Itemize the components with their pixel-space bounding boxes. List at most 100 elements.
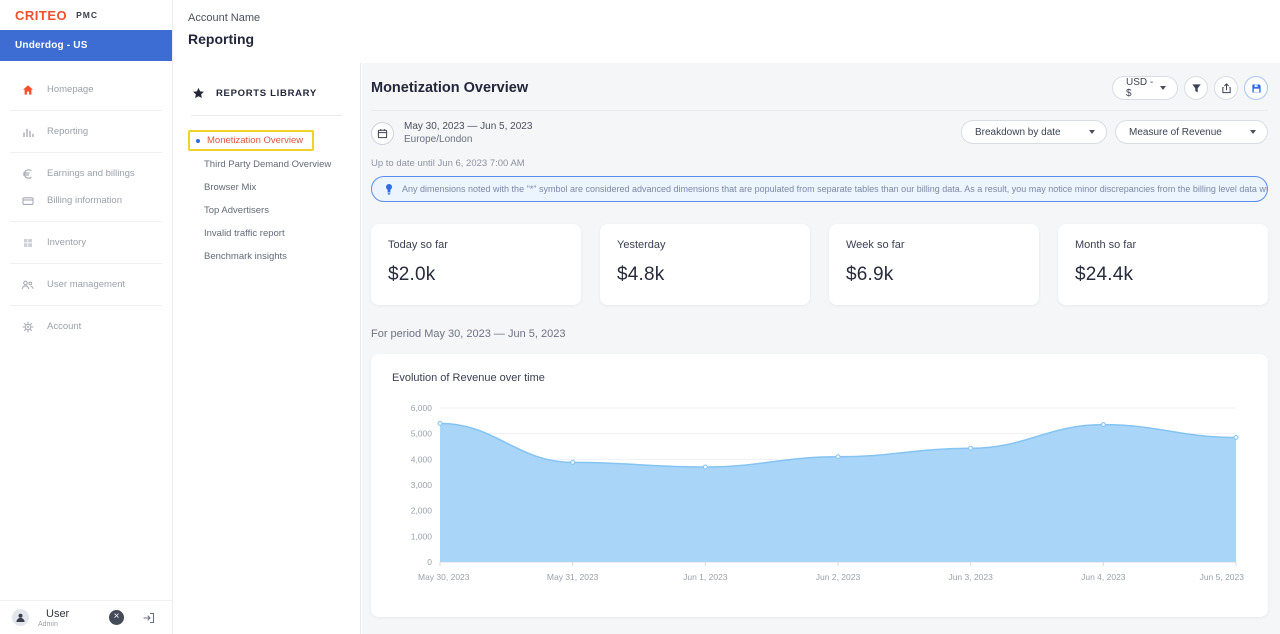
sidebar-item-homepage[interactable]: Homepage	[0, 79, 172, 100]
chevron-down-icon	[1250, 130, 1256, 134]
svg-text:Jun 2, 2023: Jun 2, 2023	[816, 572, 861, 582]
svg-text:3,000: 3,000	[411, 480, 433, 490]
export-button[interactable]	[1214, 76, 1238, 100]
chevron-down-icon	[1089, 130, 1095, 134]
report-item-top-advertisers[interactable]: Top Advertisers	[204, 205, 269, 216]
svg-text:Jun 4, 2023: Jun 4, 2023	[1081, 572, 1126, 582]
sidebar-item-billing[interactable]: Billing information	[0, 190, 172, 211]
save-button[interactable]	[1244, 76, 1268, 100]
avatar	[12, 609, 29, 626]
report-item-browser-mix[interactable]: Browser Mix	[204, 182, 257, 193]
info-banner-text: Any dimensions noted with the "*" symbol…	[402, 184, 1267, 194]
selected-report-highlight: Monetization Overview	[188, 130, 315, 151]
sidebar-item-earnings[interactable]: Earnings and billings	[0, 163, 172, 184]
revenue-area-chart: 0 1,000 2,000 3,000 4,000 5,000 6,000 May 30, 2…	[392, 394, 1248, 590]
timezone-label: Europe/London	[404, 134, 473, 145]
divider	[10, 152, 162, 153]
divider	[10, 110, 162, 111]
account-selector[interactable]: Underdog - US	[0, 30, 172, 61]
svg-text:May 30, 2023: May 30, 2023	[418, 572, 470, 582]
main-content: Monetization Overview USD - $ May 30,	[362, 63, 1280, 634]
report-item-label: Monetization Overview	[207, 135, 304, 146]
svg-text:1,000: 1,000	[411, 531, 433, 541]
report-title: Monetization Overview	[371, 80, 529, 96]
measure-dropdown[interactable]: Measure of Revenue	[1115, 120, 1268, 144]
sidebar-item-label: Account	[47, 321, 82, 332]
chevron-down-icon	[1160, 86, 1166, 90]
divider	[371, 110, 1268, 111]
kpi-card-week: Week so far $6.9k	[829, 224, 1039, 305]
kpi-card-yesterday: Yesterday $4.8k	[600, 224, 810, 305]
up-to-date-label: Up to date until Jun 6, 2023 7:00 AM	[371, 158, 525, 169]
selected-report-dot-icon	[196, 138, 200, 143]
currency-value: USD - $	[1126, 77, 1154, 99]
save-icon	[1251, 83, 1261, 93]
sidebar-item-label: User management	[47, 279, 126, 290]
reports-library-panel: REPORTS LIBRARY Monetization Overview Th…	[173, 63, 361, 634]
svg-text:Jun 3, 2023: Jun 3, 2023	[948, 572, 993, 582]
top-header: Account Name Reporting	[173, 0, 1280, 63]
star-icon	[193, 87, 204, 99]
user-role: Admin	[38, 620, 58, 628]
sidebar-item-label: Billing information	[47, 195, 122, 206]
kpi-card-today: Today so far $2.0k	[371, 224, 581, 305]
date-range-label: May 30, 2023 — Jun 5, 2023	[404, 121, 533, 132]
date-range-button[interactable]	[371, 121, 394, 145]
chart-svg: 0 1,000 2,000 3,000 4,000 5,000 6,000 May 30, 2…	[411, 403, 1245, 582]
reports-library-header: REPORTS LIBRARY	[173, 63, 360, 100]
account-selector-label: Underdog - US	[15, 40, 88, 51]
account-name-label: Account Name	[188, 12, 261, 24]
filter-icon	[1191, 83, 1201, 92]
sidebar-item-label: Reporting	[47, 126, 89, 137]
info-banner: Any dimensions noted with the "*" symbol…	[371, 176, 1268, 202]
close-icon[interactable]: ×	[109, 610, 124, 625]
users-icon	[21, 278, 34, 291]
sidebar-item-label: Earnings and billings	[47, 168, 135, 179]
brand-logo: CRITEO PMC	[0, 0, 172, 30]
revenue-chart-card: Evolution of Revenue over time 0 1,000 2,0…	[371, 354, 1268, 617]
report-item-invalid-traffic[interactable]: Invalid traffic report	[204, 228, 285, 239]
report-item-monetization-overview[interactable]: Monetization Overview	[173, 128, 360, 153]
svg-text:6,000: 6,000	[411, 403, 433, 413]
kpi-row: Today so far $2.0k Yesterday $4.8k Week …	[371, 224, 1268, 305]
report-item-benchmark-insights[interactable]: Benchmark insights	[204, 251, 287, 262]
chart-title: Evolution of Revenue over time	[392, 372, 545, 384]
calendar-icon	[377, 128, 388, 138]
user-name: User	[38, 607, 84, 620]
divider	[10, 305, 162, 306]
divider	[10, 221, 162, 222]
lightbulb-icon	[386, 184, 392, 195]
svg-text:May 31, 2023: May 31, 2023	[547, 572, 599, 582]
sidebar-nav: Homepage Reporting Earnings and billings…	[0, 61, 172, 337]
svg-text:4,000: 4,000	[411, 454, 433, 464]
sidebar-item-reporting[interactable]: Reporting	[0, 121, 172, 142]
credit-card-icon	[21, 194, 34, 207]
svg-text:5,000: 5,000	[411, 429, 433, 439]
sidebar: CRITEO PMC Underdog - US Homepage Report…	[0, 0, 173, 634]
sidebar-item-inventory[interactable]: Inventory	[0, 232, 172, 253]
bar-chart-icon	[21, 125, 34, 138]
divider	[10, 263, 162, 264]
home-icon	[21, 83, 34, 96]
breakdown-value: Breakdown by date	[975, 126, 1061, 138]
report-item-third-party-demand[interactable]: Third Party Demand Overview	[204, 159, 332, 170]
breakdown-dropdown[interactable]: Breakdown by date	[961, 120, 1107, 144]
svg-text:0: 0	[427, 557, 432, 567]
user-section: User Admin ×	[0, 600, 172, 634]
period-label: For period May 30, 2023 — Jun 5, 2023	[371, 328, 566, 340]
euro-icon	[21, 167, 34, 180]
currency-dropdown[interactable]: USD - $	[1112, 76, 1178, 100]
sidebar-item-user-management[interactable]: User management	[0, 274, 172, 295]
filter-button[interactable]	[1184, 76, 1208, 100]
criteo-logo: CRITEO	[15, 7, 68, 23]
reports-library-title: REPORTS LIBRARY	[216, 88, 317, 99]
box-icon	[21, 236, 34, 249]
sidebar-item-account[interactable]: Account	[0, 316, 172, 337]
kpi-card-month: Month so far $24.4k	[1058, 224, 1268, 305]
page-title: Reporting	[188, 31, 255, 47]
export-icon	[1221, 82, 1231, 93]
divider	[191, 115, 342, 116]
product-label: PMC	[76, 10, 99, 20]
logout-icon[interactable]	[143, 612, 155, 624]
sidebar-item-label: Inventory	[47, 237, 87, 248]
